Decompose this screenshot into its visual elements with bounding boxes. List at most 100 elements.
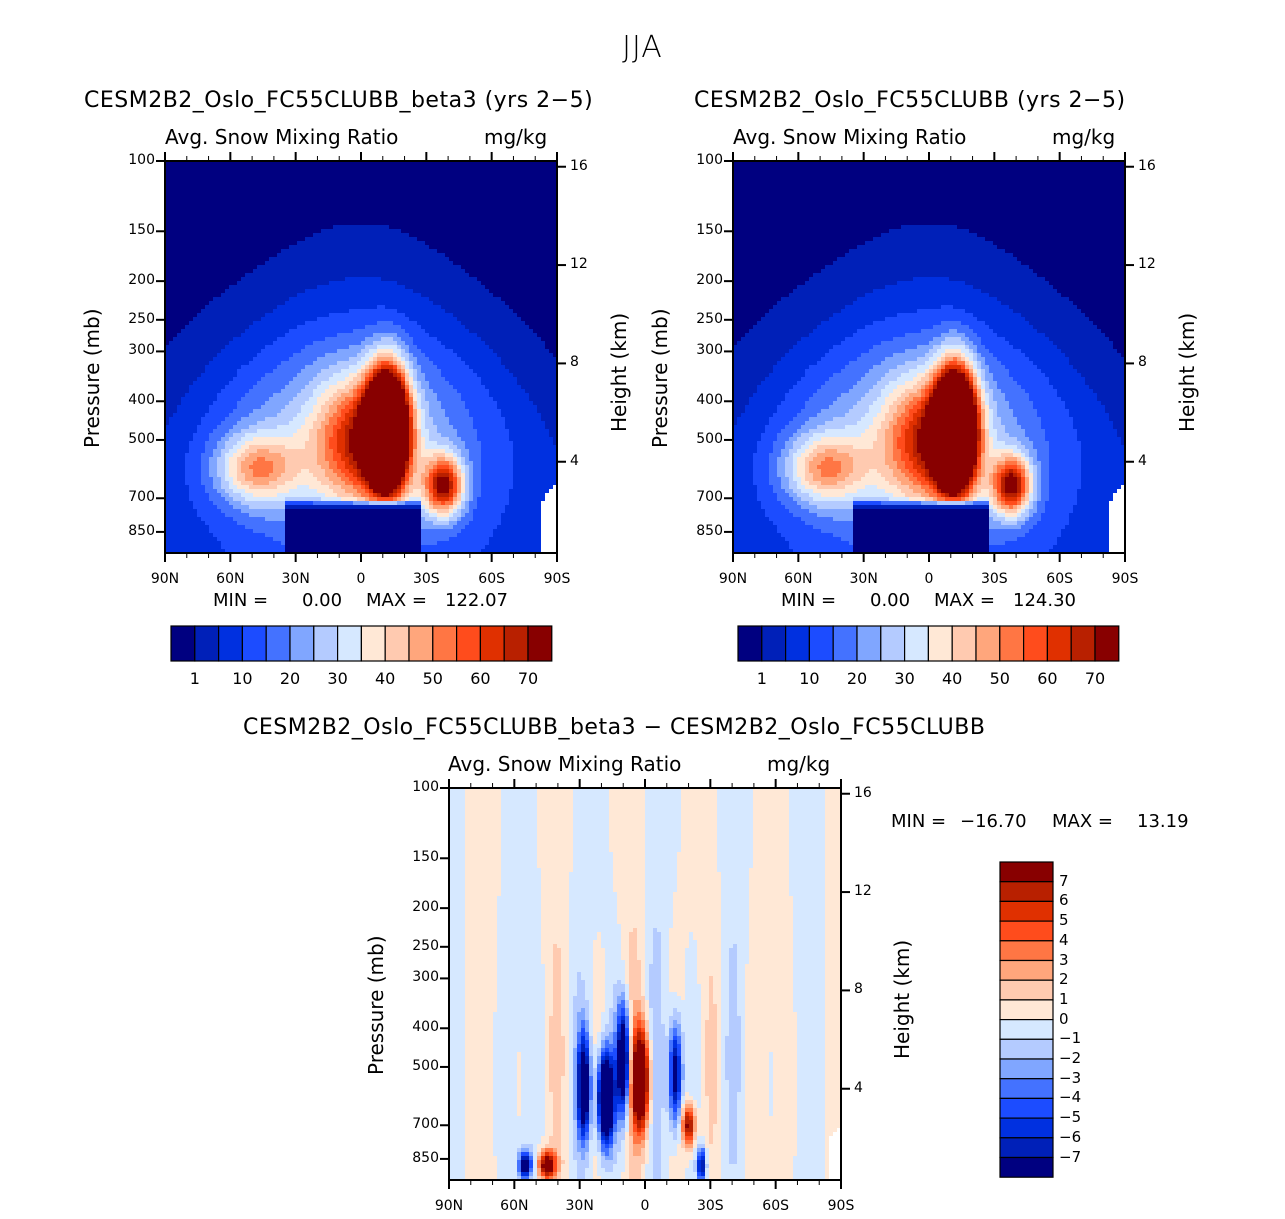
contour-cell (593, 952, 605, 956)
contour-cell (669, 1080, 673, 1084)
contour-cell (465, 1116, 493, 1120)
contour-cell (861, 477, 885, 481)
contour-cell (509, 429, 549, 433)
contour-cell (665, 1032, 669, 1036)
contour-cell (393, 489, 397, 493)
contour-cell (569, 1044, 573, 1048)
contour-cell (641, 976, 645, 980)
contour-cell (985, 433, 989, 437)
contour-cell (589, 1112, 593, 1116)
contour-cell (673, 1108, 677, 1112)
contour-cell (473, 513, 501, 517)
contour-cell (729, 1092, 737, 1096)
contour-cell (745, 1012, 797, 1016)
contour-cell (309, 397, 317, 401)
contour-cell (461, 321, 525, 325)
contour-cell (1021, 469, 1025, 473)
y-tick-label: 300 (696, 342, 723, 359)
contour-cell (1069, 409, 1105, 413)
contour-cell (461, 489, 465, 493)
contour-cell (645, 904, 673, 908)
contour-cell (449, 461, 453, 465)
contour-cell (685, 1080, 701, 1084)
contour-cell (421, 397, 425, 401)
contour-cell (413, 385, 417, 389)
contour-cell (901, 457, 909, 461)
contour-cell (501, 840, 537, 844)
contour-cell (741, 1080, 745, 1084)
y-right-tick-label: 4 (570, 452, 579, 469)
contour-cell (825, 1112, 841, 1116)
contour-cell (465, 1008, 497, 1012)
contour-cell (465, 325, 529, 329)
contour-cell (413, 433, 417, 437)
contour-cell (1005, 477, 1017, 481)
contour-cell (1049, 453, 1081, 457)
contour-cell (425, 465, 433, 469)
contour-cell (709, 988, 713, 992)
contour-cell (857, 297, 997, 301)
contour-cell (569, 944, 593, 948)
contour-cell (669, 968, 685, 972)
contour-cell (465, 1076, 493, 1080)
contour-cell (605, 964, 625, 968)
contour-cell (353, 481, 361, 485)
contour-cell (449, 824, 465, 828)
contour-cell (581, 1076, 589, 1080)
contour-cell (477, 505, 505, 509)
contour-cell (525, 321, 557, 325)
contour-cell (569, 892, 617, 896)
contour-cell (853, 385, 873, 389)
contour-cell (573, 1100, 577, 1104)
contour-cell (645, 956, 653, 960)
contour-cell (917, 409, 921, 413)
contour-cell (825, 904, 841, 908)
contour-cell (545, 1056, 549, 1060)
contour-cell (897, 437, 905, 441)
contour-cell (613, 880, 645, 884)
contour-cell (981, 457, 985, 461)
contour-cell (825, 1088, 841, 1092)
contour-cell (361, 349, 369, 353)
contour-cell (977, 433, 981, 437)
contour-cell (637, 1044, 645, 1048)
contour-cell (669, 1100, 673, 1104)
contour-cell (965, 369, 969, 373)
contour-cell (685, 1060, 701, 1064)
contour-cell (925, 465, 973, 469)
contour-cell (737, 1112, 745, 1116)
contour-cell (725, 1072, 741, 1076)
contour-cell (793, 497, 801, 501)
contour-cell (449, 916, 465, 920)
contour-cell (1033, 497, 1037, 501)
colorbar-swatch (265, 625, 291, 662)
contour-cell (677, 852, 717, 856)
contour-cell (1005, 337, 1049, 341)
contour-cell (701, 1076, 705, 1080)
contour-cell (681, 1032, 685, 1036)
contour-cell (625, 1004, 629, 1008)
contour-cell (525, 389, 557, 393)
contour-cell (301, 409, 313, 413)
contour-cell (573, 1040, 577, 1044)
contour-cell (981, 449, 985, 453)
contour-cell (549, 1044, 565, 1048)
contour-cell (277, 425, 301, 429)
contour-cell (1005, 517, 1017, 521)
contour-cell (913, 445, 917, 449)
contour-cell (897, 465, 905, 469)
contour-cell (793, 441, 805, 445)
contour-cell (501, 788, 537, 792)
contour-cell (697, 956, 721, 960)
contour-cell (321, 393, 333, 397)
contour-cell (589, 1100, 593, 1104)
colorbar-label: 50 (422, 669, 443, 688)
contour-cell (165, 413, 173, 417)
contour-cell (977, 465, 981, 469)
contour-cell (257, 457, 265, 461)
contour-cell (773, 1072, 797, 1076)
contour-cell (569, 928, 621, 932)
contour-cell (933, 373, 937, 377)
contour-cell (165, 301, 209, 305)
contour-cell (433, 469, 437, 473)
